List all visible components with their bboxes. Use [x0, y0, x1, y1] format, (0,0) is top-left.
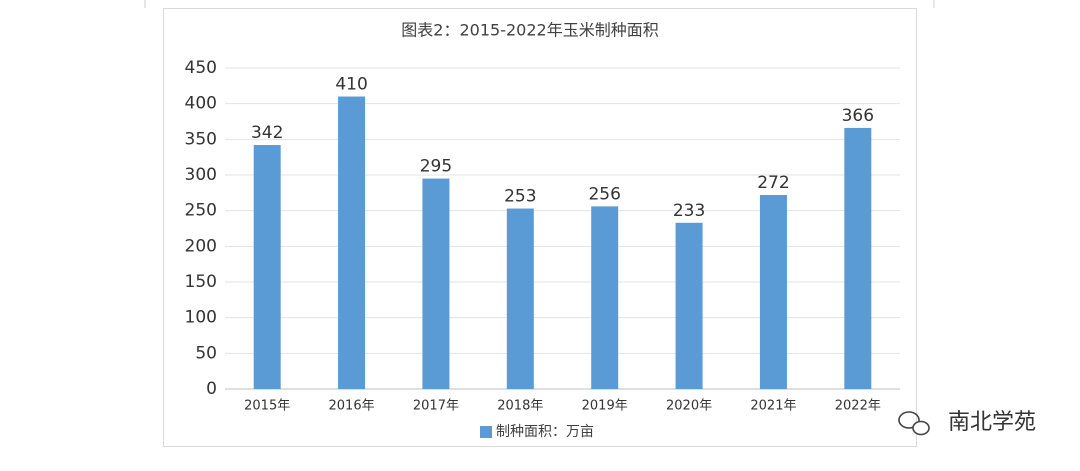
data-label: 272 [757, 173, 789, 193]
y-tick-label: 150 [185, 272, 217, 292]
bar [506, 208, 534, 389]
legend-marker [480, 426, 492, 438]
bar [591, 206, 619, 389]
x-tick-label: 2018年 [497, 399, 543, 414]
data-label: 366 [842, 106, 874, 126]
x-tick-label: 2016年 [329, 399, 375, 414]
x-tick-label: 2022年 [835, 399, 881, 414]
bar [338, 96, 366, 390]
y-tick-label: 50 [195, 343, 217, 363]
data-label: 410 [335, 75, 367, 95]
bar [675, 222, 703, 389]
bar [253, 145, 281, 389]
y-tick-label: 100 [185, 308, 217, 328]
bar [844, 127, 872, 390]
data-label: 342 [251, 123, 283, 143]
x-tick-label: 2021年 [750, 399, 796, 414]
data-label: 233 [673, 201, 705, 221]
y-tick-label: 250 [185, 201, 217, 221]
chart-title: 图表2：2015-2022年玉米制种面积 [401, 21, 658, 40]
watermark: 南北学苑 [948, 410, 1036, 435]
data-label: 295 [420, 157, 452, 177]
wechat-icon [898, 411, 930, 436]
x-tick-label: 2019年 [582, 399, 628, 414]
bar [422, 178, 450, 389]
y-tick-label: 400 [185, 94, 217, 114]
x-tick-label: 2017年 [413, 399, 459, 414]
y-tick-label: 450 [185, 58, 217, 78]
legend-label: 制种面积：万亩 [496, 423, 594, 440]
y-tick-label: 0 [206, 379, 217, 399]
data-label: 253 [504, 187, 536, 207]
x-tick-label: 2020年 [666, 399, 712, 414]
y-tick-label: 200 [185, 236, 217, 256]
data-label: 256 [588, 184, 620, 204]
chart-frame [163, 8, 917, 447]
x-tick-label: 2015年 [244, 399, 290, 414]
y-tick-label: 350 [185, 129, 217, 149]
y-tick-label: 300 [185, 165, 217, 185]
bar [759, 194, 787, 389]
